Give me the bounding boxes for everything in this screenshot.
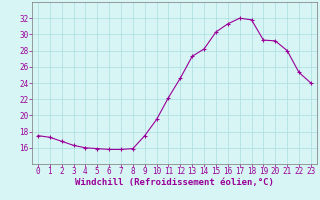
X-axis label: Windchill (Refroidissement éolien,°C): Windchill (Refroidissement éolien,°C)	[75, 178, 274, 187]
